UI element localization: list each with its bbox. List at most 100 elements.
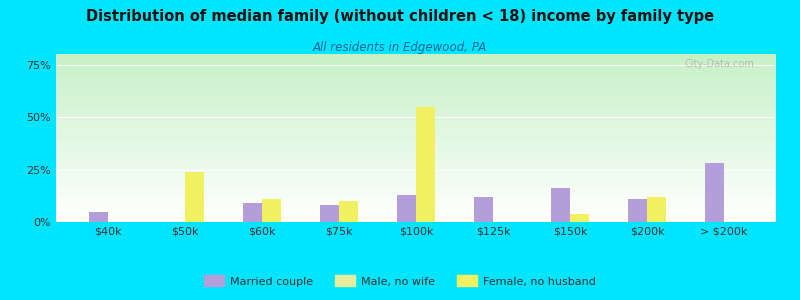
Bar bbox=[56, 215, 776, 217]
Bar bbox=[56, 205, 776, 207]
Bar bbox=[56, 138, 776, 140]
Bar bbox=[56, 86, 776, 88]
Bar bbox=[56, 101, 776, 103]
Bar bbox=[56, 106, 776, 108]
Bar bbox=[56, 133, 776, 135]
Bar bbox=[56, 146, 776, 148]
Bar bbox=[56, 170, 776, 172]
Bar bbox=[56, 192, 776, 194]
Bar bbox=[56, 167, 776, 168]
Bar bbox=[56, 104, 776, 106]
Bar bbox=[56, 94, 776, 96]
Bar bbox=[56, 130, 776, 131]
Bar bbox=[56, 74, 776, 76]
Bar bbox=[56, 185, 776, 187]
Bar bbox=[56, 145, 776, 146]
Bar bbox=[56, 84, 776, 86]
Bar bbox=[647, 197, 666, 222]
Bar bbox=[56, 62, 776, 64]
Bar bbox=[56, 88, 776, 89]
Bar bbox=[56, 158, 776, 160]
Bar bbox=[242, 203, 262, 222]
Bar bbox=[56, 165, 776, 166]
Bar bbox=[56, 96, 776, 98]
Bar bbox=[56, 214, 776, 215]
Bar bbox=[474, 197, 493, 222]
Bar bbox=[185, 172, 204, 222]
Bar bbox=[56, 61, 776, 62]
Bar bbox=[339, 201, 358, 222]
Bar bbox=[56, 152, 776, 153]
Bar bbox=[56, 180, 776, 182]
Bar bbox=[628, 199, 647, 222]
Bar bbox=[56, 140, 776, 141]
Bar bbox=[56, 172, 776, 173]
Bar bbox=[56, 113, 776, 115]
Bar bbox=[56, 168, 776, 170]
Bar bbox=[56, 219, 776, 220]
Bar bbox=[262, 199, 282, 222]
Bar bbox=[56, 73, 776, 74]
Bar bbox=[56, 124, 776, 126]
Bar bbox=[56, 119, 776, 121]
Bar bbox=[56, 82, 776, 84]
Bar bbox=[56, 99, 776, 101]
Bar bbox=[56, 160, 776, 161]
Bar bbox=[56, 57, 776, 59]
Bar bbox=[56, 103, 776, 104]
Bar bbox=[570, 214, 590, 222]
Bar bbox=[56, 110, 776, 111]
Bar bbox=[56, 153, 776, 155]
Bar bbox=[56, 212, 776, 214]
Bar bbox=[56, 98, 776, 99]
Text: All residents in Edgewood, PA: All residents in Edgewood, PA bbox=[313, 40, 487, 53]
Bar bbox=[56, 69, 776, 71]
Bar bbox=[56, 217, 776, 219]
Legend: Married couple, Male, no wife, Female, no husband: Married couple, Male, no wife, Female, n… bbox=[200, 272, 600, 291]
Bar bbox=[56, 203, 776, 205]
Bar bbox=[56, 81, 776, 82]
Bar bbox=[56, 59, 776, 61]
Bar bbox=[56, 207, 776, 208]
Bar bbox=[56, 116, 776, 118]
Bar bbox=[56, 71, 776, 73]
Bar bbox=[416, 106, 435, 222]
Bar bbox=[56, 157, 776, 158]
Bar bbox=[56, 108, 776, 109]
Bar bbox=[56, 220, 776, 222]
Bar bbox=[56, 141, 776, 143]
Bar bbox=[56, 187, 776, 188]
Bar bbox=[550, 188, 570, 222]
Bar bbox=[56, 115, 776, 116]
Bar bbox=[56, 175, 776, 177]
Bar bbox=[56, 163, 776, 165]
Bar bbox=[56, 177, 776, 178]
Bar bbox=[56, 188, 776, 190]
Bar bbox=[56, 68, 776, 69]
Bar bbox=[56, 128, 776, 130]
Bar bbox=[56, 173, 776, 175]
Bar bbox=[56, 178, 776, 180]
Bar bbox=[56, 194, 776, 195]
Bar bbox=[56, 210, 776, 212]
Bar bbox=[56, 54, 776, 56]
Bar bbox=[56, 79, 776, 81]
Bar bbox=[56, 131, 776, 133]
Bar bbox=[56, 190, 776, 192]
Bar bbox=[320, 205, 339, 222]
Bar bbox=[56, 155, 776, 157]
Bar bbox=[56, 66, 776, 68]
Bar bbox=[56, 56, 776, 57]
Bar bbox=[56, 136, 776, 138]
Bar bbox=[56, 150, 776, 152]
Bar bbox=[56, 76, 776, 77]
Bar bbox=[705, 163, 724, 222]
Bar bbox=[56, 183, 776, 185]
Bar bbox=[56, 111, 776, 113]
Bar bbox=[56, 121, 776, 123]
Bar bbox=[56, 91, 776, 93]
Bar bbox=[56, 89, 776, 91]
Text: Distribution of median family (without children < 18) income by family type: Distribution of median family (without c… bbox=[86, 9, 714, 24]
Bar bbox=[56, 93, 776, 94]
Bar bbox=[56, 118, 776, 119]
